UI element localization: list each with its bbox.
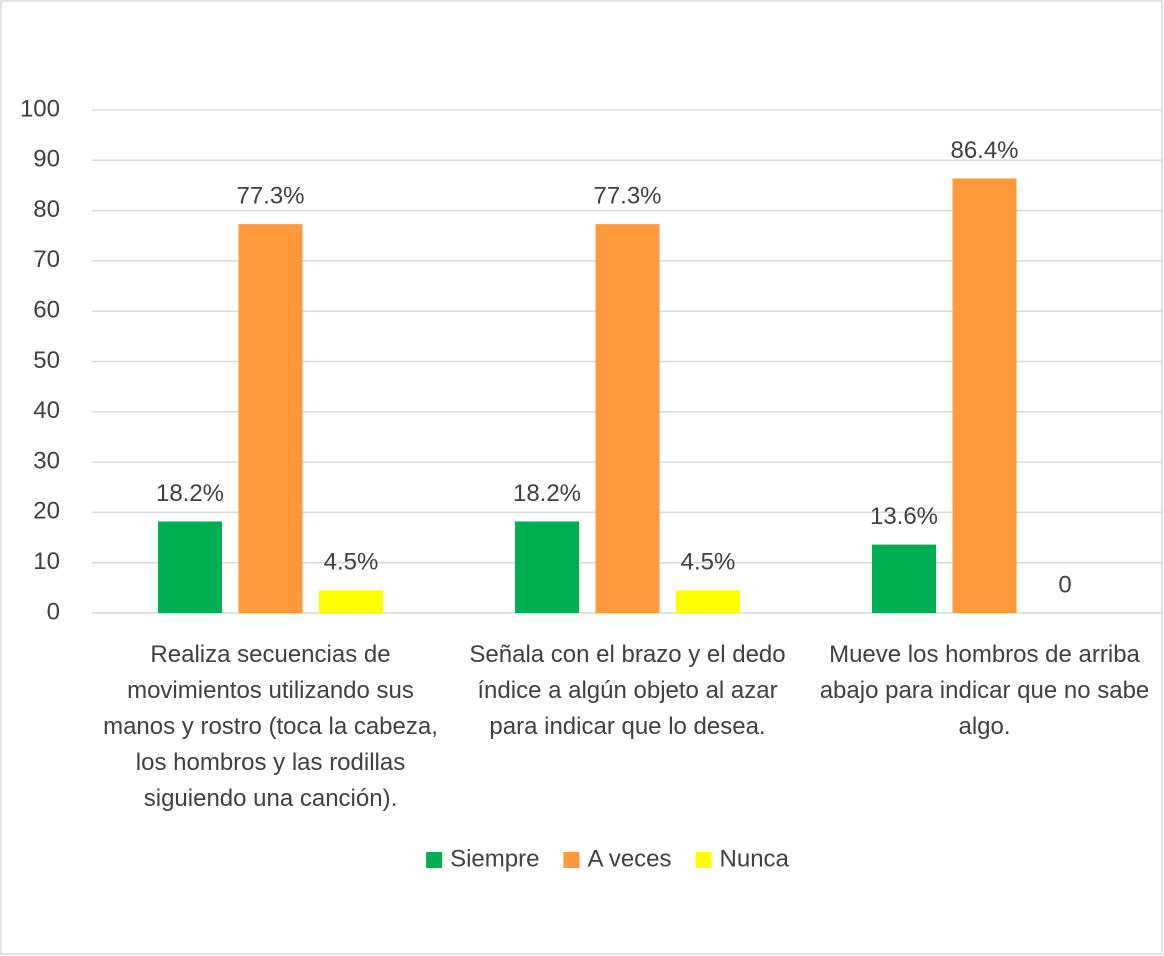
y-tick-label: 10 <box>33 548 60 575</box>
x-tick-label: Señala con el brazo y el dedo índice a a… <box>469 641 786 740</box>
bar <box>238 224 303 613</box>
bar <box>872 544 936 613</box>
data-label: 77.3% <box>236 183 304 210</box>
data-label: 4.5% <box>681 549 736 576</box>
legend-label: Nunca <box>720 845 790 872</box>
y-tick-label: 80 <box>33 196 60 223</box>
bar <box>515 521 579 613</box>
y-tick-label: 90 <box>33 146 60 173</box>
y-tick-label: 30 <box>33 447 60 474</box>
data-label: 18.2% <box>156 480 224 507</box>
legend-label: Siempre <box>450 845 539 872</box>
y-tick-label: 50 <box>33 347 60 374</box>
x-tick-label: Realiza secuencias de movimientos utiliz… <box>103 641 438 812</box>
y-tick-label: 0 <box>47 598 60 625</box>
bar <box>952 178 1017 613</box>
data-label: 86.4% <box>950 137 1018 164</box>
data-label: 0 <box>1058 571 1071 598</box>
legend-swatch <box>563 852 580 868</box>
data-label: 18.2% <box>513 480 581 507</box>
legend-swatch <box>695 852 712 868</box>
bar <box>158 521 222 613</box>
y-tick-label: 40 <box>33 397 60 424</box>
data-label: 13.6% <box>870 503 938 530</box>
y-tick-label: 100 <box>20 95 60 122</box>
legend-swatch <box>426 852 443 868</box>
data-label: 4.5% <box>324 549 379 576</box>
y-tick-label: 70 <box>33 246 60 273</box>
bar <box>676 590 740 613</box>
legend-label: A veces <box>587 845 671 872</box>
y-tick-label: 60 <box>33 297 60 324</box>
data-label: 77.3% <box>593 183 661 210</box>
bar <box>319 590 383 613</box>
bar <box>595 224 660 613</box>
x-tick-label: Mueve los hombros de arriba abajo para i… <box>819 641 1150 740</box>
y-tick-label: 20 <box>33 498 60 525</box>
